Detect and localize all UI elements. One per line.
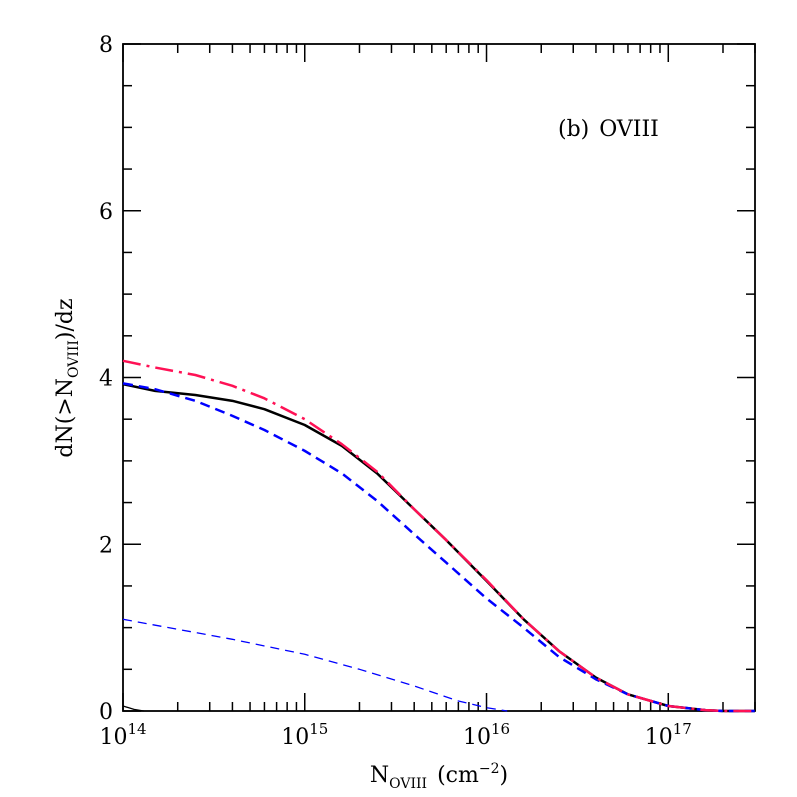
series-group: [122, 359, 755, 713]
y-axis-label-post: )/dz: [53, 298, 78, 340]
y-axis-label-sub: OVIII: [66, 340, 82, 378]
x-axis-label-unit-sup: −2: [479, 761, 500, 777]
x-tick-label: 1015: [281, 720, 328, 750]
series-line-5: [122, 705, 144, 712]
x-axis-label-unit-open: (cm: [437, 763, 479, 788]
x-axis-label-base: N: [370, 763, 389, 788]
y-tick-label: 4: [99, 367, 113, 392]
tick-labels: 0 2 4 6 8 1014 1015 1016 1017: [99, 33, 692, 750]
y-axis-label: dN(>NOVIII)/dz: [53, 298, 82, 457]
annotation-prefix: (b): [558, 117, 589, 142]
series-line-2: [122, 382, 755, 713]
annotation: (b) OVIII: [558, 117, 659, 142]
y-tick-label: 2: [99, 533, 113, 558]
x-axis-label-sub: OVIII: [389, 776, 427, 792]
x-tick-label: 1017: [645, 720, 692, 750]
x-tick-label: 1014: [99, 720, 146, 750]
series-line-1: [122, 382, 755, 713]
y-tick-label: 6: [99, 200, 113, 225]
plot-frame: [122, 43, 756, 712]
series-line-4: [122, 618, 508, 712]
y-axis-label-pre: dN(>N: [53, 378, 78, 458]
series-line-3: [122, 359, 755, 713]
annotation-ion: OVIII: [599, 117, 659, 142]
x-axis-label: NOVIII (cm−2): [370, 761, 508, 792]
ticks: [122, 43, 756, 712]
y-tick-label: 0: [99, 700, 113, 725]
y-tick-label: 8: [99, 33, 113, 58]
x-axis-label-unit-close: ): [500, 763, 509, 788]
x-tick-label: 1016: [463, 720, 510, 750]
